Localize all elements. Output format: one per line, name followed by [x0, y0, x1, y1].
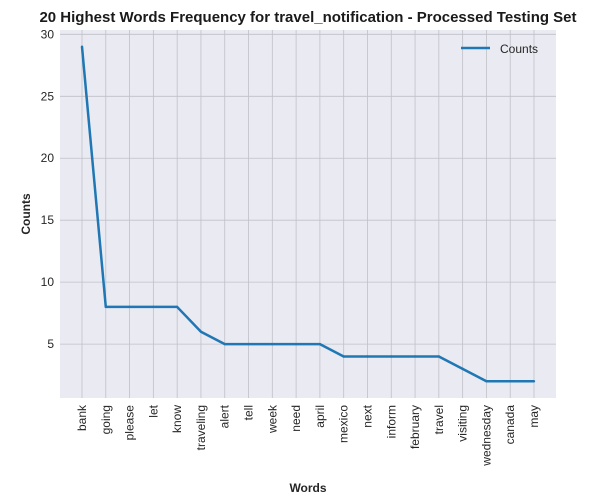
- data-point: [437, 355, 441, 358]
- x-tick-label: alert: [218, 404, 232, 428]
- x-tick-label: bank: [75, 404, 89, 431]
- y-axis-label: Counts: [19, 193, 33, 235]
- y-tick-label: 20: [41, 151, 55, 165]
- x-tick-label: april: [313, 405, 327, 428]
- legend-label: Counts: [500, 42, 538, 56]
- data-point: [128, 305, 131, 309]
- data-point: [461, 367, 464, 371]
- x-tick-label: inform: [384, 405, 398, 438]
- plot-area: [60, 30, 556, 398]
- data-point: [104, 305, 107, 309]
- x-tick-label: february: [408, 405, 422, 449]
- data-point: [271, 342, 274, 346]
- data-point: [223, 342, 226, 346]
- x-tick-label: wednesday: [479, 405, 493, 467]
- data-point: [413, 355, 417, 358]
- data-point: [366, 355, 369, 358]
- data-point: [532, 380, 536, 383]
- legend: Counts: [461, 42, 538, 56]
- x-tick-label: let: [146, 404, 160, 417]
- x-axis-label: Words: [289, 481, 326, 495]
- x-tick-label: tell: [242, 405, 256, 420]
- data-point: [175, 305, 179, 309]
- x-tick-label: know: [170, 405, 184, 433]
- x-tick-label: week: [265, 404, 279, 434]
- x-tick-label: travel: [432, 405, 446, 434]
- data-point: [80, 45, 84, 48]
- x-tick-label: next: [360, 404, 374, 427]
- data-point: [199, 330, 203, 333]
- y-gridlines: [60, 33, 556, 345]
- data-point: [485, 380, 488, 383]
- y-tick-label: 30: [41, 27, 55, 41]
- x-tick-label: may: [527, 405, 541, 428]
- y-tick-label: 15: [41, 213, 55, 227]
- data-point: [342, 355, 345, 358]
- x-tick-label: please: [123, 405, 137, 441]
- y-tick-label: 10: [41, 275, 55, 289]
- x-tick-label: canada: [503, 405, 517, 445]
- x-gridlines: [81, 30, 535, 398]
- x-tick-label: visiting: [456, 405, 470, 442]
- y-axis-ticks: 5 10 15 20 25 30: [41, 27, 55, 351]
- y-tick-label: 5: [47, 337, 54, 351]
- data-point: [509, 380, 512, 383]
- x-axis-ticks: bank going please let know traveling alert tell…: [75, 404, 541, 467]
- y-tick-label: 25: [41, 89, 55, 103]
- x-tick-label: going: [99, 405, 113, 434]
- data-point: [390, 355, 393, 358]
- series-line: [80, 46, 534, 383]
- data-point: [294, 342, 298, 346]
- series-layer: [80, 45, 536, 383]
- x-tick-label: traveling: [194, 405, 208, 450]
- chart-title: 20 Highest Words Frequency for travel_no…: [39, 9, 576, 26]
- x-tick-label: mexico: [337, 405, 351, 443]
- data-point: [318, 342, 322, 346]
- data-point: [152, 305, 155, 309]
- x-tick-label: need: [289, 405, 303, 432]
- data-point: [247, 342, 250, 346]
